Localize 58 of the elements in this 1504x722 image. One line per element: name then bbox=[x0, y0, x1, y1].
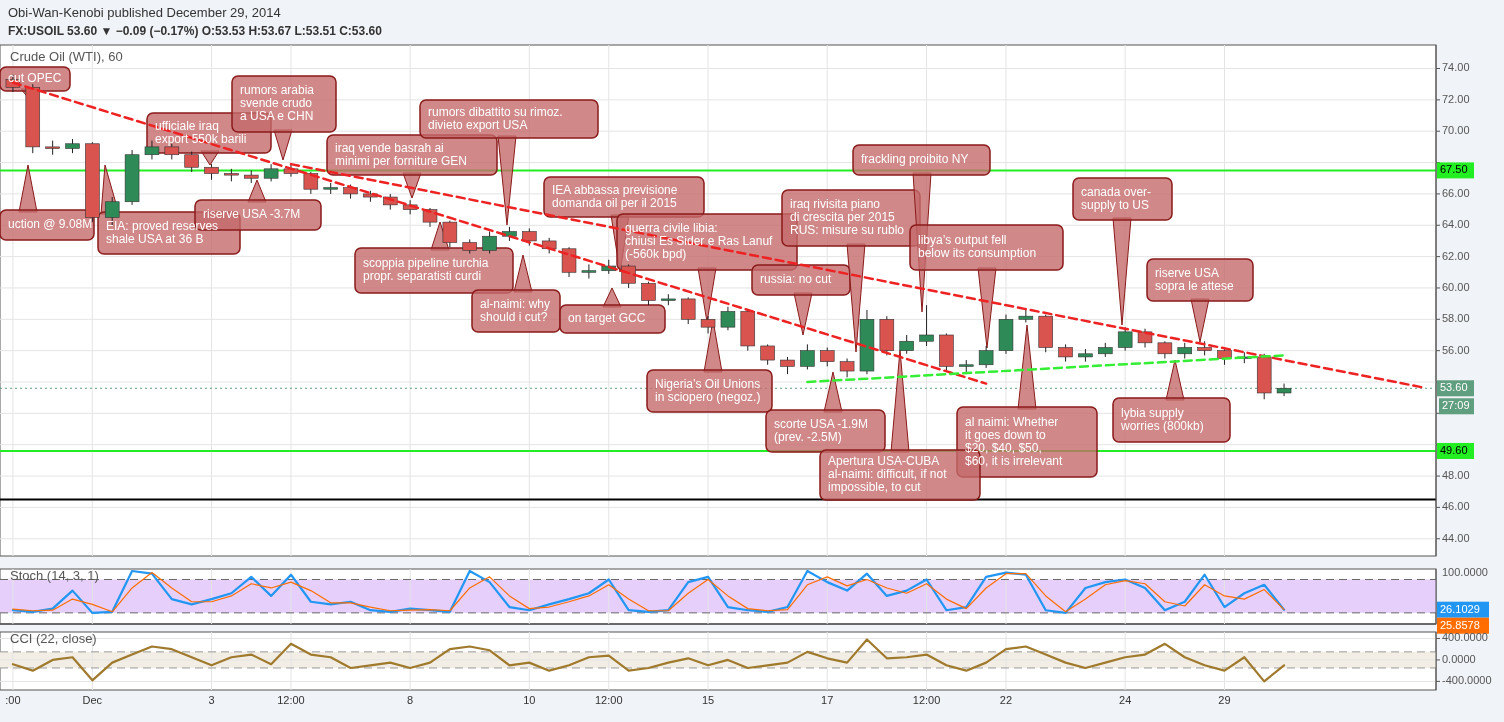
annotation: iraq vende basrah ai minimi per forniture GEN bbox=[335, 140, 468, 168]
chart-title: Crude Oil (WTI), 60 bbox=[10, 49, 123, 64]
text: 27:09 bbox=[1442, 399, 1470, 412]
y-tick-label: 46.00 bbox=[1442, 500, 1470, 513]
annotation: on target GCC bbox=[568, 311, 646, 326]
x-tick-label: 22 bbox=[999, 694, 1013, 706]
annotation: frackling proibito NY bbox=[861, 152, 969, 167]
y-tick-label: 48.00 bbox=[1442, 468, 1470, 481]
x-tick-label: Dec bbox=[82, 694, 103, 706]
annotation: libya’s output fell below its consumption bbox=[918, 233, 1037, 261]
annotation: scorte USA -1.9M (prev. -2.5M) bbox=[774, 416, 869, 444]
x-tick-label: 3 bbox=[208, 694, 215, 706]
y-tick-label: 72.00 bbox=[1442, 92, 1470, 105]
annotation: IEA abbassa previsione domanda oil per il 2015 bbox=[552, 182, 678, 210]
y-tick-label: 62.00 bbox=[1442, 249, 1470, 262]
y-tick-label: 60.00 bbox=[1442, 280, 1470, 293]
annotation: Apertura USA-CUBA al-naimi: difficult, if not impossible, to cut bbox=[828, 454, 948, 495]
annotation: russia: no cut bbox=[760, 272, 833, 287]
x-tick-label: 29 bbox=[1218, 694, 1231, 706]
x-tick-label: 8 bbox=[407, 694, 414, 706]
text: Obi-Wan-Kenobi published December 29, 2014 bbox=[8, 5, 281, 20]
y-tick-label: 74.00 bbox=[1442, 61, 1470, 74]
y-tick-label: 64.00 bbox=[1442, 218, 1470, 231]
x-tick-label: 12:00 bbox=[277, 694, 305, 706]
annotation: rumors dibattito su rimoz. divieto export USA bbox=[428, 104, 563, 132]
x-tick-label: :00 bbox=[5, 694, 21, 706]
ref-line-label: 49.60 bbox=[1440, 443, 1468, 456]
annotation: canada over- supply to US bbox=[1081, 184, 1152, 212]
x-tick-label: 12:00 bbox=[595, 694, 623, 706]
annotation: rumors arabia svende crudo a USA e CHN bbox=[240, 83, 315, 124]
y-tick-label: 0.0000 bbox=[1442, 652, 1476, 665]
annotation: al naimi: Whether it goes down to $20, $40, $50, $60, it is irrelevant bbox=[965, 414, 1064, 468]
chart-title: CCI (22, close) bbox=[10, 631, 97, 646]
y-tick-label: 66.00 bbox=[1442, 186, 1470, 199]
y-tick-label: 56.00 bbox=[1442, 343, 1470, 356]
text: 100.0000 bbox=[1442, 565, 1488, 578]
y-tick-label: 70.00 bbox=[1442, 124, 1470, 137]
annotation: al-naimi: why should i cut? bbox=[480, 296, 551, 324]
text: FX:USOIL 53.60 ▼ −0.09 (−0.17%) O:53.53 H:53.67 L:53.51 C:53.60 bbox=[8, 24, 383, 38]
annotation: riserve USA sopra le attese bbox=[1155, 265, 1235, 293]
text: 25.8578 bbox=[1440, 618, 1480, 631]
y-tick-label: -400.0000 bbox=[1442, 674, 1492, 687]
x-tick-label: 24 bbox=[1119, 694, 1132, 706]
annotation: lybia supply worries (800kb) bbox=[1120, 405, 1204, 433]
x-tick-label: 12:00 bbox=[912, 694, 941, 706]
y-tick-label: 400.0000 bbox=[1442, 631, 1488, 644]
x-tick-label: 17 bbox=[821, 694, 834, 706]
annotation: iraq rivisita piano di crescita per 2015 RUS: misure su rublo bbox=[790, 197, 905, 238]
ref-line-label: 53.60 bbox=[1440, 381, 1468, 394]
annotation: uction @ 9.08M bbox=[8, 217, 93, 232]
x-tick-label: 10 bbox=[523, 694, 536, 706]
annotation: Nigeria’s Oil Unions in sciopero (negoz.) bbox=[655, 376, 761, 404]
ref-line-label: 67.50 bbox=[1440, 163, 1468, 176]
y-tick-label: 58.00 bbox=[1442, 312, 1470, 325]
x-tick-label: 15 bbox=[701, 694, 715, 706]
y-tick-label: 44.00 bbox=[1442, 531, 1470, 544]
text: 26.1029 bbox=[1440, 602, 1480, 615]
annotation: scoppia pipeline turchia propr. separatisti curdi bbox=[363, 256, 489, 284]
